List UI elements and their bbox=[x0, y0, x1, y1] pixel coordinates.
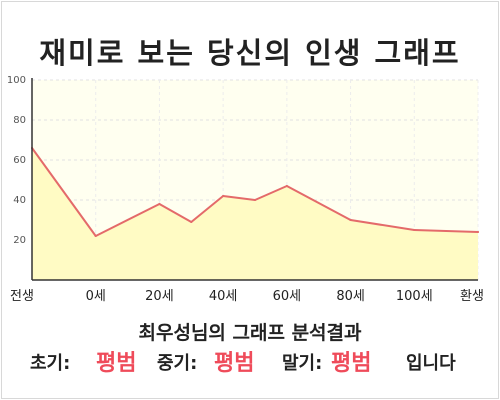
early-value: 평범 bbox=[96, 351, 137, 376]
x-tick-label: 환생 bbox=[460, 289, 484, 304]
x-tick-label: 60세 bbox=[273, 289, 302, 304]
life-point bbox=[158, 203, 161, 205]
analysis-result: 초기: 평범 중기: 평범 말기: 평범 입니다 bbox=[0, 346, 500, 380]
analysis-caption: 최우성님의 그래프 분석결과 bbox=[138, 322, 362, 344]
early-label: 초기: bbox=[30, 353, 71, 374]
life-line-segment bbox=[413, 229, 479, 233]
page-title: 재미로 보는 당신의 인생 그래프 bbox=[39, 36, 461, 70]
life-line-segment bbox=[222, 195, 256, 201]
y-tick-label: 40 bbox=[13, 195, 26, 206]
life-line-segment bbox=[349, 219, 416, 231]
y-tick-label: 80 bbox=[13, 115, 26, 126]
mid-label: 중기: bbox=[157, 353, 198, 374]
life-line-segment bbox=[285, 185, 352, 221]
mid-value: 평범 bbox=[214, 351, 255, 376]
x-tick-label: 0세 bbox=[86, 289, 106, 304]
life-point bbox=[413, 229, 416, 231]
life-point bbox=[349, 219, 352, 221]
y-tick-label: 20 bbox=[13, 235, 26, 246]
life-point bbox=[285, 185, 288, 187]
x-tick-label: 전생 bbox=[10, 289, 34, 304]
life-line-segment bbox=[190, 195, 225, 223]
x-tick-label: 100세 bbox=[396, 289, 433, 304]
life-line-segment bbox=[31, 147, 97, 237]
life-area-fill bbox=[32, 148, 478, 280]
x-tick-label: 20세 bbox=[145, 289, 174, 304]
late-label: 말기: bbox=[282, 353, 323, 374]
life-line-segment bbox=[94, 203, 161, 237]
life-point bbox=[222, 195, 225, 197]
x-tick-label: 40세 bbox=[209, 289, 238, 304]
life-graph-chart: 20 40 60 80 100 전생 0세 20세 40세 60세 80세 100세 환생 bbox=[7, 75, 484, 304]
life-point bbox=[94, 235, 97, 237]
y-tick-label: 60 bbox=[13, 155, 26, 166]
life-point bbox=[254, 199, 256, 201]
life-line-segment bbox=[158, 203, 193, 223]
late-value: 평범 bbox=[331, 351, 372, 376]
x-tick-label: 80세 bbox=[336, 289, 365, 304]
y-tick-label: 100 bbox=[7, 75, 26, 86]
life-line-segment bbox=[254, 185, 288, 201]
life-point bbox=[477, 231, 479, 233]
result-suffix: 입니다 bbox=[406, 353, 456, 374]
life-point bbox=[190, 221, 193, 223]
